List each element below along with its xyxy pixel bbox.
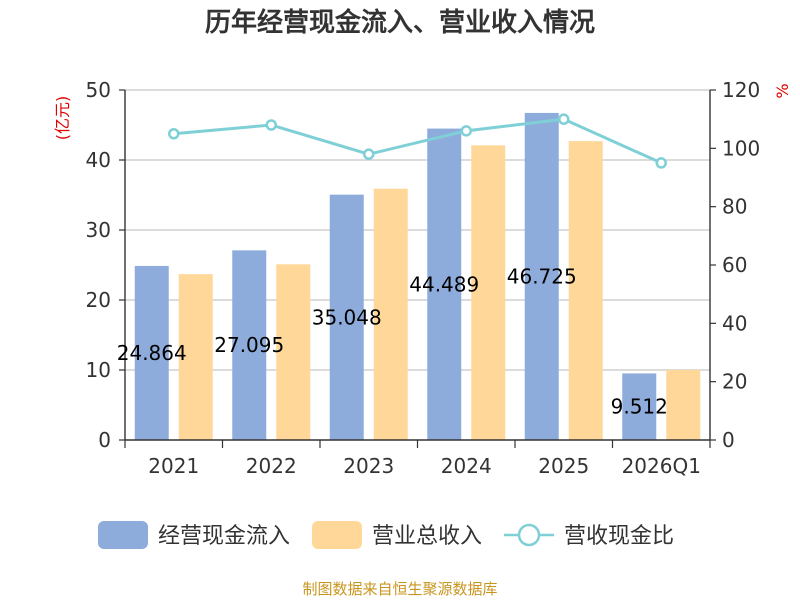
bar-revenue	[373, 188, 408, 440]
data-labels: 24.864 27.095 35.048 44.489 46.725 9.512	[117, 264, 668, 418]
chart-title: 历年经营现金流入、营业收入情况	[205, 7, 595, 38]
legend-swatch	[312, 521, 363, 549]
x-tick-label: 2025	[538, 454, 589, 478]
right-axis-unit: %	[773, 83, 792, 98]
bar-revenue	[666, 370, 701, 440]
ratio-point	[168, 128, 180, 140]
legend-item[interactable]: 营收现金比	[504, 523, 674, 549]
ratio-point	[558, 113, 570, 125]
left-tick-label: 30	[86, 218, 111, 242]
left-tick-label: 10	[86, 358, 111, 382]
x-tick-label: 2026Q1	[622, 454, 701, 478]
ratio-point	[655, 157, 667, 169]
left-tick-label: 50	[86, 78, 111, 102]
data-label: 44.489	[409, 272, 479, 296]
bar-cash-inflow	[427, 128, 462, 440]
bar-revenue	[471, 145, 506, 441]
legend-swatch	[98, 521, 148, 549]
ratio-point	[363, 148, 375, 160]
legend-item[interactable]: 营业总收入	[312, 521, 482, 549]
left-tick-label: 20	[86, 288, 111, 312]
legend-label: 经营现金流入	[158, 524, 290, 549]
right-tick-label: 120	[722, 78, 760, 102]
bar-cash-inflow	[622, 373, 657, 440]
legend-label: 营收现金比	[564, 524, 674, 549]
right-tick-label: 0	[722, 428, 735, 452]
ratio-line	[168, 113, 667, 169]
right-tick-label: 60	[722, 253, 747, 277]
bar-cash-inflow	[232, 250, 267, 440]
x-tick-label: 2023	[343, 454, 394, 478]
data-label: 27.095	[214, 333, 284, 357]
axes: 0 10 20 30 40 50 0 20 40 60 80 100 120 2021 2022 2023 20…	[86, 78, 761, 478]
x-tick-label: 2021	[148, 454, 199, 478]
legend-label: 营业总收入	[372, 524, 482, 549]
x-tick-label: 2024	[441, 454, 492, 478]
bar-revenue	[178, 274, 213, 440]
bar-cash-inflow	[134, 265, 169, 440]
ratio-point	[460, 125, 472, 137]
legend-swatch-marker	[517, 523, 541, 547]
grid	[125, 89, 710, 371]
bar-revenue	[276, 264, 311, 440]
legend-item[interactable]: 经营现金流入	[98, 521, 290, 549]
bar-cash-inflow	[524, 112, 559, 441]
right-tick-label: 100	[722, 136, 760, 160]
left-axis-unit: (亿元)	[53, 96, 72, 141]
legend[interactable]: 经营现金流入 营业总收入 营收现金比	[98, 521, 674, 549]
right-tick-label: 20	[722, 370, 747, 394]
data-label: 9.512	[611, 395, 668, 419]
ratio-line-path	[173, 117, 662, 165]
right-tick-label: 80	[722, 195, 747, 219]
left-tick-label: 40	[86, 148, 111, 172]
bar-revenue	[568, 141, 603, 440]
data-label: 46.725	[507, 264, 577, 288]
bar-cash-inflow	[329, 194, 364, 440]
data-label: 35.048	[312, 305, 382, 329]
source-note: 制图数据来自恒生聚源数据库	[302, 580, 497, 598]
right-tick-label: 40	[722, 311, 747, 335]
left-tick-label: 0	[98, 428, 111, 452]
data-label: 24.864	[117, 341, 187, 365]
bars	[134, 112, 701, 441]
x-tick-label: 2022	[246, 454, 297, 478]
ratio-point	[265, 119, 277, 131]
